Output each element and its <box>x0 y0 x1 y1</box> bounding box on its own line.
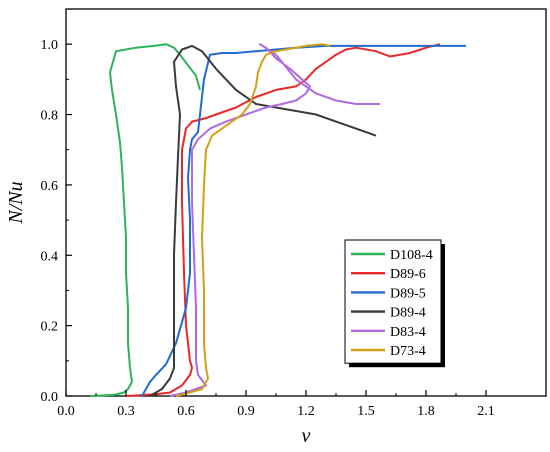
y-tick-label: 0.4 <box>41 249 59 264</box>
x-tick-label: 1.8 <box>417 404 435 419</box>
series-line-d83-4 <box>169 43 380 397</box>
plot-frame <box>65 8 547 397</box>
legend-label: D89-4 <box>390 306 426 321</box>
series-line-d89-5 <box>141 44 466 397</box>
y-tick-label: 0.6 <box>41 179 59 194</box>
x-tick-label: 0.6 <box>177 404 195 419</box>
y-tick-label: 1.0 <box>41 38 59 53</box>
x-tick-label: 0.3 <box>117 404 135 419</box>
x-axis: 0.0 0.3 0.6 0.9 1.2 1.5 1.8 2.1 <box>57 390 495 419</box>
legend-label: D89-5 <box>390 286 426 301</box>
y-axis-title: N/Nu <box>5 181 27 224</box>
series-line-d108-4 <box>89 43 201 397</box>
legend-label: D83-4 <box>390 325 426 340</box>
series-line-d89-6 <box>125 43 441 397</box>
x-axis-title: ν <box>302 425 311 447</box>
plot-border <box>65 8 547 397</box>
x-tick-label: 1.2 <box>297 404 315 419</box>
legend-box <box>344 239 442 364</box>
x-tick-label: 0.0 <box>57 404 75 419</box>
x-tick-label: 0.9 <box>237 404 255 419</box>
series-line-d89-4 <box>149 44 377 397</box>
x-tick-label: 1.5 <box>357 404 375 419</box>
legend-label: D108-4 <box>390 248 433 263</box>
y-tick-label: 0.8 <box>41 109 59 124</box>
y-tick-label: 0.0 <box>41 390 59 405</box>
legend-label: D73-4 <box>390 344 426 359</box>
y-axis: 0.0 0.2 0.4 0.6 0.8 1.0 <box>41 38 72 405</box>
legend-label: D89-6 <box>390 267 426 282</box>
y-tick-label: 0.2 <box>41 320 59 335</box>
x-tick-label: 2.1 <box>477 404 495 419</box>
series-line-d73-4 <box>175 43 331 397</box>
legend: D108-4 D89-6 D89-5 D89-4 D83-4 D73-4 <box>344 239 445 368</box>
series-layer <box>89 43 466 397</box>
